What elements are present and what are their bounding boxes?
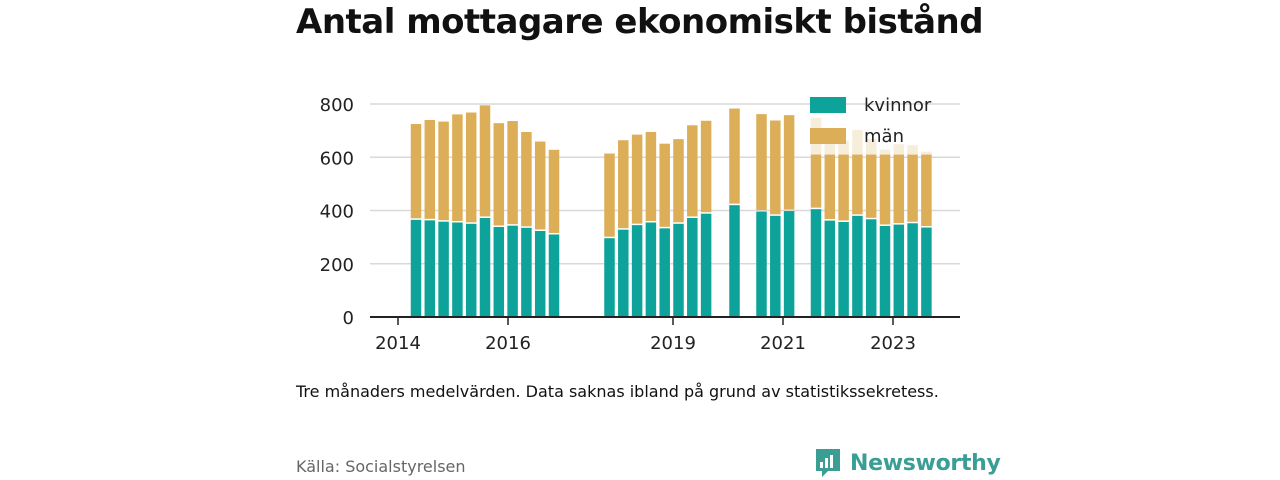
bar-chart-bubble-icon xyxy=(816,449,840,477)
bar-man xyxy=(438,121,449,221)
bar-kvinnor xyxy=(452,222,463,317)
bar-man xyxy=(410,123,422,219)
bar-kvinnor xyxy=(548,234,560,317)
chart-title: Antal mottagare ekonomiskt bistånd xyxy=(296,2,984,42)
bar-man xyxy=(687,125,698,217)
x-tick-label: 2019 xyxy=(650,333,696,354)
x-tick-label: 2016 xyxy=(485,333,531,354)
bar-man xyxy=(879,154,891,225)
bar-man xyxy=(838,154,849,221)
y-tick-label: 800 xyxy=(320,95,354,116)
bar-kvinnor xyxy=(865,219,877,317)
bar-kvinnor xyxy=(438,221,449,317)
bar-man xyxy=(700,120,712,213)
legend-swatch-kvinnor xyxy=(810,97,846,113)
bar-man xyxy=(534,141,546,230)
bar-kvinnor xyxy=(604,238,615,317)
bar-kvinnor xyxy=(493,227,505,317)
bar-kvinnor xyxy=(645,222,657,317)
bar-man xyxy=(673,139,684,223)
bar-man xyxy=(521,131,532,227)
axes: 0 200 400 600 800 2014 2016 2019 2021 2023 xyxy=(320,95,960,354)
bar-man xyxy=(893,154,905,224)
bar-kvinnor xyxy=(659,228,670,317)
bar-kvinnor xyxy=(893,224,905,317)
bar-man xyxy=(507,121,518,225)
x-tick-label: 2021 xyxy=(760,333,806,354)
bar-kvinnor xyxy=(879,225,891,317)
bar-man xyxy=(729,108,740,204)
bar-kvinnor xyxy=(783,211,795,317)
bar-kvinnor xyxy=(852,215,863,317)
bar-kvinnor xyxy=(700,213,712,317)
bar-kvinnor xyxy=(687,217,698,317)
bar-kvinnor xyxy=(921,227,932,317)
bar-kvinnor xyxy=(521,227,532,317)
bar-kvinnor xyxy=(756,211,767,317)
stacked-bar-chart: 0 200 400 600 800 2014 2016 2019 2021 2023 kvinno… xyxy=(320,95,960,354)
legend-label-man: män xyxy=(864,126,904,147)
brand-name: Newsworthy xyxy=(850,450,1001,476)
bar-man xyxy=(452,114,463,221)
y-tick-label: 600 xyxy=(320,148,354,169)
bar-man-faded xyxy=(921,151,932,155)
bar-man xyxy=(479,105,491,217)
bar-man-faded xyxy=(824,142,836,155)
bar-kvinnor xyxy=(465,223,477,317)
bar-man xyxy=(907,154,918,222)
bar-man xyxy=(493,123,505,226)
bar-kvinnor xyxy=(838,221,849,317)
bar-kvinnor xyxy=(424,220,436,317)
bar-kvinnor xyxy=(673,223,684,317)
x-tick-label: 2023 xyxy=(870,333,916,354)
bar-kvinnor xyxy=(824,220,836,317)
bar-man xyxy=(921,154,932,227)
bars xyxy=(410,105,932,317)
bar-man-faded xyxy=(865,138,877,155)
bar-kvinnor xyxy=(479,217,491,317)
bar-kvinnor xyxy=(810,209,822,317)
y-tick-label: 400 xyxy=(320,202,354,223)
bar-man xyxy=(783,115,795,210)
bar-kvinnor xyxy=(534,231,546,317)
bar-man xyxy=(618,140,629,229)
bar-man xyxy=(810,154,822,208)
bar-man xyxy=(770,120,781,215)
bar-kvinnor xyxy=(410,219,422,317)
brand-logo: Newsworthy xyxy=(814,446,1001,480)
bar-man xyxy=(659,143,670,227)
legend-label-kvinnor: kvinnor xyxy=(864,95,932,116)
bar-man-faded xyxy=(907,145,918,155)
bar-man xyxy=(852,154,863,215)
bar-man xyxy=(756,114,767,211)
bar-kvinnor xyxy=(631,225,643,317)
bar-man xyxy=(424,119,436,219)
bar-man xyxy=(645,131,657,221)
bar-man xyxy=(548,149,560,233)
bar-man-faded xyxy=(879,149,891,155)
x-tick-label: 2014 xyxy=(375,333,421,354)
bar-man-faded xyxy=(852,129,863,155)
bar-man-faded xyxy=(893,144,905,155)
bar-kvinnor xyxy=(618,229,629,317)
bar-man xyxy=(465,112,477,223)
bar-man xyxy=(604,153,615,237)
bar-kvinnor xyxy=(770,215,781,317)
bar-kvinnor xyxy=(907,223,918,317)
y-tick-label: 200 xyxy=(320,255,354,276)
bar-man xyxy=(865,154,877,218)
legend: kvinnor män xyxy=(810,95,932,147)
bar-man-faded xyxy=(838,140,849,155)
bar-man xyxy=(631,134,643,224)
legend-swatch-man xyxy=(810,128,846,144)
chart-note: Tre månaders medelvärden. Data saknas ib… xyxy=(296,382,939,401)
bar-kvinnor xyxy=(507,225,518,317)
chart-source: Källa: Socialstyrelsen xyxy=(296,457,466,476)
bar-man xyxy=(824,154,836,220)
bar-kvinnor xyxy=(729,205,740,317)
y-tick-label: 0 xyxy=(343,308,354,329)
